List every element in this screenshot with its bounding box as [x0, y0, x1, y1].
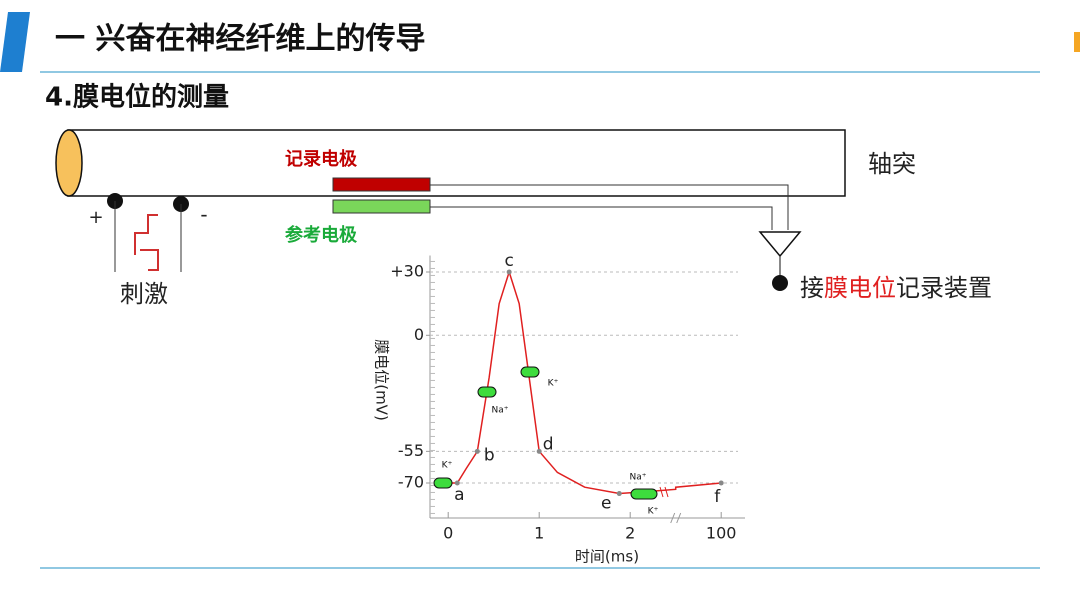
recording-electrode: [332, 177, 431, 192]
ion-channel: [630, 488, 658, 500]
ion-channel: [433, 477, 453, 489]
recording-label: 记录电极: [285, 148, 358, 170]
x-tick-label: 0: [443, 524, 453, 543]
axon: [67, 129, 846, 197]
y-tick-label: 0: [414, 325, 424, 344]
chart: +30 0 -55 -70 0 1 2 100 膜电位(mV) 时间(ms) ab c d e f K⁺ Na⁺…: [373, 251, 745, 566]
y-tick-label: -55: [398, 441, 424, 460]
ion-label: Na⁺: [492, 406, 509, 416]
pulse: [134, 214, 158, 255]
ion-channel: [477, 386, 497, 398]
ion-label: K⁺: [548, 379, 559, 389]
point: [718, 480, 724, 486]
axon-label: 轴突: [868, 150, 916, 178]
wire: [430, 206, 773, 230]
point-label: e: [601, 494, 611, 514]
y-tick-label: +30: [390, 262, 424, 281]
x-tick-label: 1: [534, 524, 544, 543]
point: [506, 269, 512, 275]
point-label: b: [484, 445, 495, 465]
y-tick-label: -70: [398, 473, 424, 492]
point-label: a: [454, 485, 464, 505]
point-label: d: [543, 434, 554, 454]
recorder-highlight: 膜电位: [824, 274, 896, 302]
axon-end: [55, 129, 83, 197]
point-label: f: [714, 487, 721, 507]
point: [536, 448, 542, 454]
wire: [430, 184, 789, 230]
header-decoration: [0, 12, 30, 72]
stimulus-label: 刺激: [120, 280, 168, 308]
recorder-node: [772, 275, 788, 291]
recorder-label: 接膜电位记录装置: [800, 274, 992, 302]
minus: -: [200, 203, 207, 227]
subtitle: 4.膜电位的测量: [45, 82, 229, 113]
line: [434, 269, 722, 495]
amplifier: [758, 231, 802, 258]
header-decoration: [1074, 32, 1080, 52]
point: [474, 448, 480, 454]
ion-label: Na⁺: [630, 473, 647, 483]
ion-label: K⁺: [648, 507, 659, 517]
ion-label: K⁺: [442, 461, 453, 471]
reference-electrode: [332, 199, 431, 214]
axis-break: [670, 512, 682, 524]
y-axis-label: 膜电位(mV): [373, 339, 391, 421]
pulse: [140, 249, 159, 271]
plus: +: [88, 207, 103, 228]
reference-label: 参考电极: [285, 224, 358, 246]
recorder-suffix: 记录装置: [896, 274, 992, 302]
recorder-prefix: 接: [800, 274, 824, 302]
point: [616, 491, 622, 497]
title: 一 兴奋在神经纤维上的传导: [55, 22, 425, 57]
x-axis-label: 时间(ms): [575, 548, 639, 566]
point-label: c: [504, 251, 513, 271]
ion-channel: [520, 366, 540, 378]
point: [454, 480, 460, 486]
curve-break: [659, 486, 669, 498]
x-tick-label: 100: [706, 524, 737, 543]
x-tick-label: 2: [625, 524, 635, 543]
